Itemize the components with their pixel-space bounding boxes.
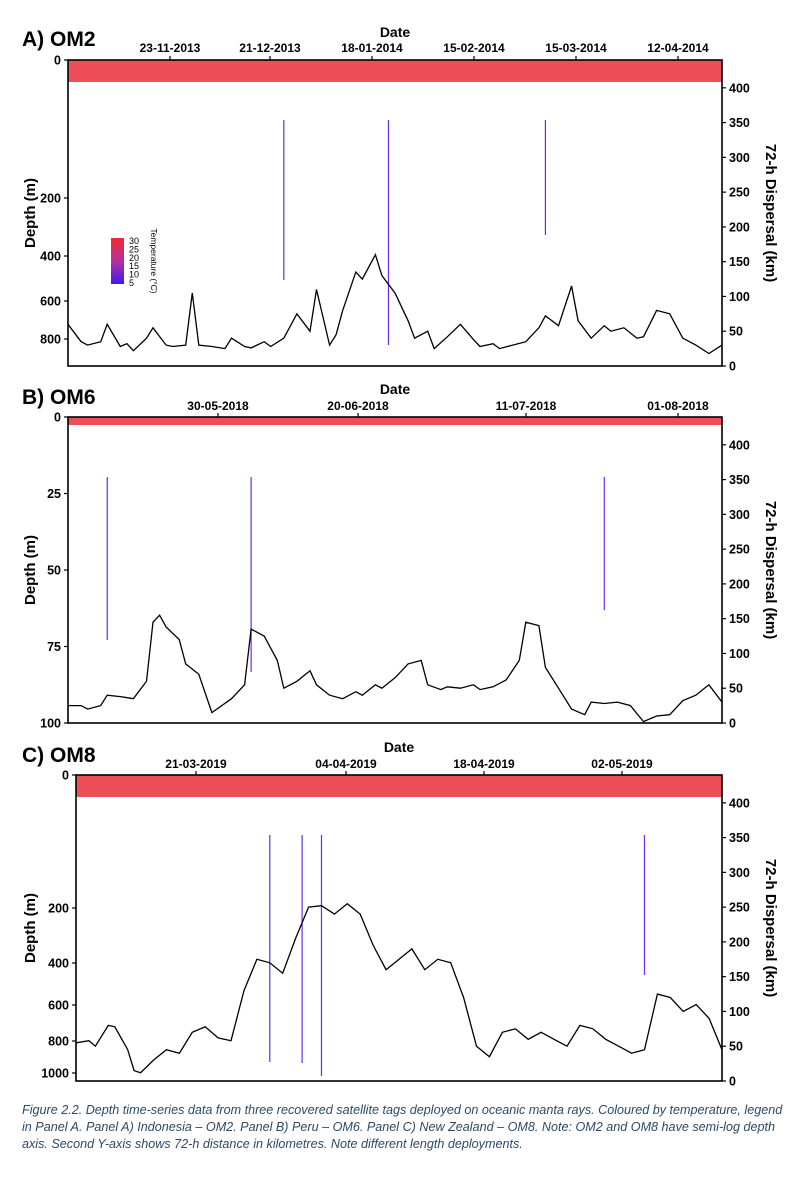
y-tick-label: 600 — [48, 999, 69, 1013]
y-tick-label: 50 — [47, 564, 61, 578]
y2-tick-label: 50 — [729, 325, 743, 339]
x-axis-title: Date — [380, 381, 411, 397]
x-tick-label: 18-04-2019 — [453, 757, 515, 771]
x-tick-label: 21-03-2019 — [165, 757, 227, 771]
y2-tick-label: 150 — [729, 255, 750, 269]
plot-frame — [67, 59, 723, 367]
y-axis-title: Depth (m) — [22, 178, 39, 248]
x-tick-label: 02-05-2019 — [591, 757, 653, 771]
y2-tick-label: 250 — [729, 543, 750, 557]
x-tick-label: 12-04-2014 — [647, 41, 709, 55]
x-tick-label: 11-07-2018 — [496, 399, 557, 413]
x-tick-label: 01-08-2018 — [647, 399, 709, 413]
x-tick-label: 20-06-2018 — [327, 399, 389, 413]
dispersal-line — [67, 253, 723, 355]
depth-bars — [67, 60, 723, 362]
y2-tick-label: 350 — [729, 831, 750, 845]
y2-tick-label: 400 — [729, 796, 750, 810]
y2-axis-title: 72-h Dispersal (km) — [762, 144, 779, 282]
legend-tick-label: 15 — [129, 261, 139, 271]
y-tick-label: 100 — [40, 717, 61, 731]
y-tick-label: 800 — [48, 1035, 69, 1049]
legend-tick-label: 30 — [129, 236, 139, 246]
legend-colorbar — [111, 238, 124, 284]
y2-tick-label: 200 — [729, 220, 750, 234]
y-tick-label: 75 — [47, 640, 61, 654]
depth-bars — [75, 775, 723, 1076]
y2-tick-label: 50 — [729, 1040, 743, 1054]
legend-tick-label: 5 — [129, 278, 134, 288]
y2-tick-label: 100 — [729, 290, 750, 304]
panel-3: C) OM8 Date 21-03-2019 04-04-2019 18-04-2019… — [22, 739, 779, 1089]
panel-2: B) OM6 Date 30-05-2018 20-06-2018 11-07-2018… — [22, 381, 779, 731]
y-tick-label: 25 — [47, 487, 61, 501]
x-axis-title: Date — [384, 739, 415, 755]
y2-tick-label: 300 — [729, 508, 750, 522]
y-tick-label: 200 — [40, 192, 61, 206]
panel-title: A) OM2 — [22, 28, 96, 51]
x-tick-label: 15-02-2014 — [443, 41, 505, 55]
legend-tick-label: 10 — [129, 270, 139, 280]
y2-axis-title: 72-h Dispersal (km) — [762, 501, 779, 639]
y2-tick-label: 100 — [729, 1005, 750, 1019]
y2-tick-label: 300 — [729, 866, 750, 880]
y2-tick-label: 350 — [729, 116, 750, 130]
x-tick-label: 30-05-2018 — [187, 399, 249, 413]
x-tick-label: 23-11-2013 — [140, 41, 201, 55]
y-tick-label: 1000 — [41, 1067, 69, 1081]
y2-tick-label: 400 — [729, 438, 750, 452]
y-tick-label: 400 — [40, 250, 61, 264]
x-tick-label: 15-03-2014 — [545, 41, 607, 55]
depth-bars — [67, 417, 723, 672]
panel-title: B) OM6 — [22, 386, 96, 409]
y2-tick-label: 400 — [729, 81, 750, 95]
y2-tick-label: 0 — [729, 717, 736, 731]
y2-tick-label: 0 — [729, 360, 736, 374]
y2-tick-label: 100 — [729, 647, 750, 661]
y2-tick-label: 150 — [729, 970, 750, 984]
dispersal-line — [75, 902, 723, 1074]
y-tick-label: 800 — [40, 333, 61, 347]
depth-surface-band — [76, 775, 722, 797]
y2-tick-label: 200 — [729, 577, 750, 591]
figure-caption: Figure 2.2. Depth time-series data from … — [22, 1103, 783, 1151]
y-tick-label: 0 — [54, 54, 61, 68]
y-axis-title: Depth (m) — [22, 535, 39, 605]
legend-title: Temperature (°C) — [149, 228, 159, 293]
panel-title: C) OM8 — [22, 744, 96, 767]
plot-frame — [75, 774, 723, 1082]
dispersal-line — [68, 614, 723, 723]
y2-tick-label: 250 — [729, 186, 750, 200]
y2-tick-label: 350 — [729, 473, 750, 487]
y2-tick-label: 250 — [729, 901, 750, 915]
legend-tick-label: 25 — [129, 244, 139, 254]
x-axis-title: Date — [380, 24, 411, 40]
y2-tick-label: 0 — [729, 1075, 736, 1089]
depth-surface-band — [68, 60, 722, 82]
y2-tick-label: 300 — [729, 151, 750, 165]
panel-1: A) OM2 Date 23-11-2013 21-12-2013 18-01-2014… — [22, 24, 779, 374]
y-axis-title: Depth (m) — [22, 893, 39, 963]
x-tick-label: 04-04-2019 — [315, 757, 377, 771]
depth-surface-band — [68, 417, 722, 425]
legend-tick-label: 20 — [129, 253, 139, 263]
y-tick-label: 0 — [54, 411, 61, 425]
x-tick-label: 18-01-2014 — [341, 41, 403, 55]
y2-tick-label: 150 — [729, 612, 750, 626]
y2-axis-title: 72-h Dispersal (km) — [762, 859, 779, 997]
y-tick-label: 600 — [40, 295, 61, 309]
y2-tick-label: 200 — [729, 935, 750, 949]
figure: A) OM2 Date 23-11-2013 21-12-2013 18-01-2014… — [22, 24, 779, 1089]
y2-tick-label: 50 — [729, 682, 743, 696]
y-tick-label: 200 — [48, 902, 69, 916]
x-tick-label: 21-12-2013 — [239, 41, 301, 55]
y-tick-label: 0 — [62, 769, 69, 783]
y-tick-label: 400 — [48, 957, 69, 971]
